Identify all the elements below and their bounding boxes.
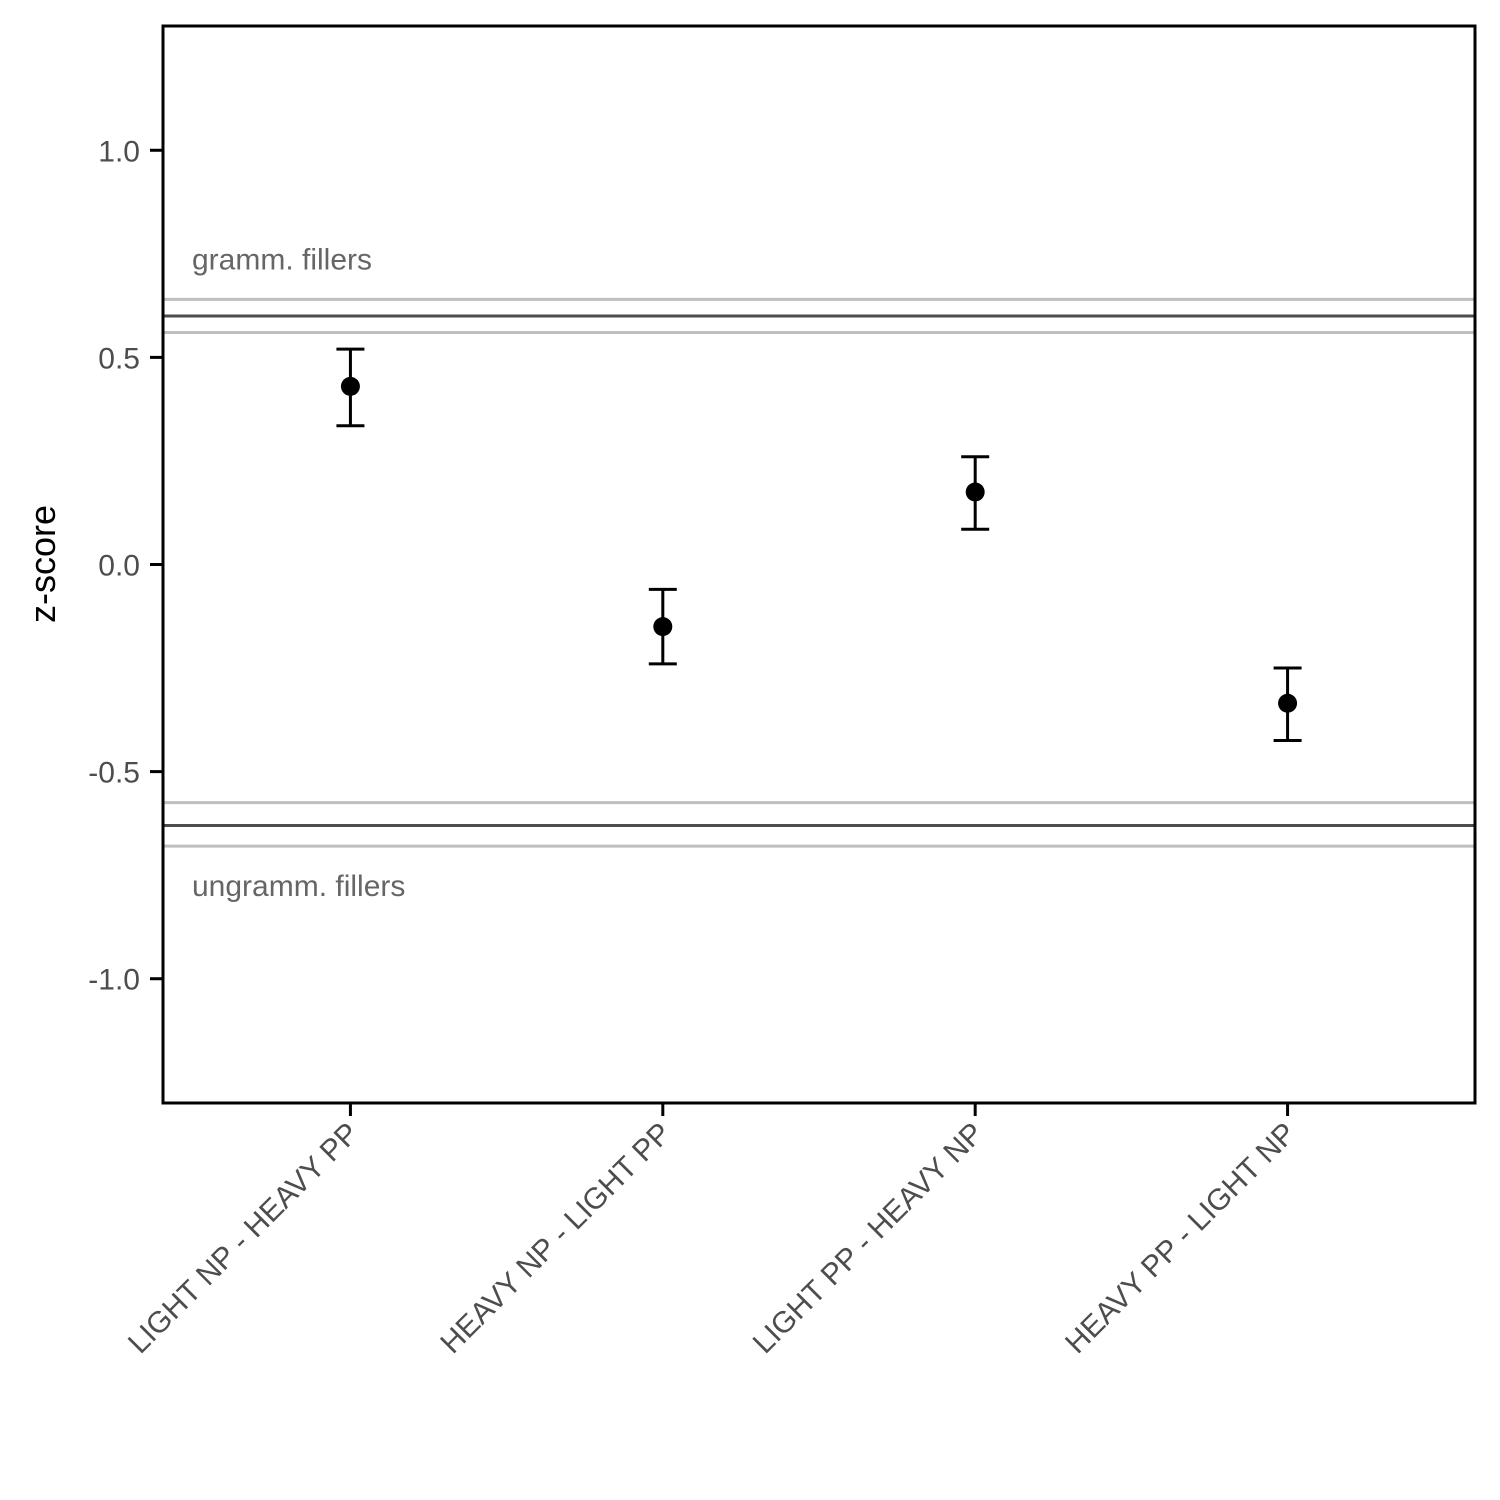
x-tick-label: LIGHT NP - HEAVY PP (122, 1117, 365, 1360)
x-tick-label: LIGHT PP - HEAVY NP (747, 1117, 990, 1360)
y-tick-label: 0.5 (98, 342, 140, 375)
y-tick-label: 0.0 (98, 550, 140, 583)
y-tick-label: -0.5 (88, 757, 140, 790)
data-point (965, 482, 985, 502)
data-point-group (648, 587, 677, 666)
data-point (1278, 693, 1298, 713)
ungramm-fillers-label: ungramm. fillers (192, 870, 405, 903)
y-tick-label: -1.0 (88, 964, 140, 997)
data-point (653, 617, 673, 637)
data-point-group (1273, 666, 1302, 743)
data-marks (336, 347, 1302, 743)
x-tick-label: HEAVY NP - LIGHT PP (434, 1117, 677, 1360)
y-axis-title: z-score (22, 505, 63, 623)
data-point-group (961, 455, 990, 531)
data-point (340, 376, 360, 396)
y-axis: 1.0 0.5 0.0 -0.5 -1.0 (88, 135, 163, 997)
x-tick-label: HEAVY PP - LIGHT NP (1059, 1117, 1302, 1360)
data-point-group (336, 347, 365, 428)
reference-bands: gramm. fillers ungramm. fillers (163, 243, 1475, 903)
y-tick-label: 1.0 (98, 135, 140, 168)
plot-frame (161, 24, 1477, 1105)
x-axis: LIGHT NP - HEAVY PP HEAVY NP - LIGHT PP LI… (122, 1103, 1303, 1360)
gramm-fillers-label: gramm. fillers (192, 243, 372, 276)
